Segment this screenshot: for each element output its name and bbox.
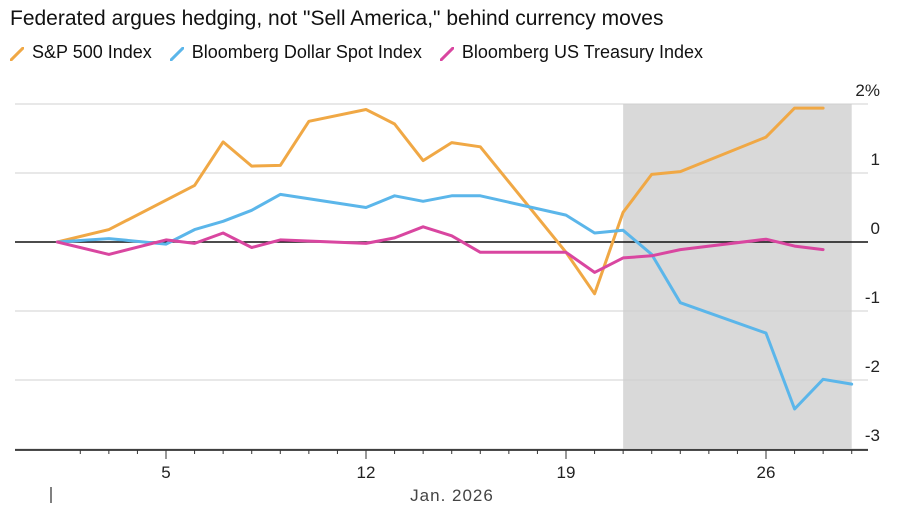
x-tick-label: 26 bbox=[757, 463, 776, 482]
y-tick-label: 1 bbox=[871, 150, 880, 169]
y-tick-label: 0 bbox=[871, 219, 880, 238]
y-tick-label: -2 bbox=[865, 357, 880, 376]
legend-label-us-treasury: Bloomberg US Treasury Index bbox=[461, 41, 704, 62]
y-tick-label: -1 bbox=[865, 288, 880, 307]
legend-swatch-sp500-icon bbox=[9, 45, 25, 62]
y-tick-label: -3 bbox=[865, 426, 880, 445]
x-tick-label: 12 bbox=[357, 463, 376, 482]
x-tick-label: 5 bbox=[161, 463, 170, 482]
series-line-2 bbox=[55, 225, 825, 274]
legend-label-sp500: S&P 500 Index bbox=[32, 41, 152, 62]
x-tick-label: 19 bbox=[557, 463, 576, 482]
chart-legend: S&P 500 Index Bloomberg Dollar Spot Inde… bbox=[9, 38, 721, 66]
x-month-label: Jan. 2026 bbox=[410, 486, 494, 505]
series-line-1 bbox=[55, 192, 854, 411]
chart-title: Federated argues hedging, not "Sell Amer… bbox=[10, 7, 664, 30]
legend-item-sp500: S&P 500 Index bbox=[9, 41, 152, 63]
legend-label-dollar-spot: Bloomberg Dollar Spot Index bbox=[191, 41, 422, 62]
legend-swatch-dollar-spot-icon bbox=[169, 45, 185, 62]
shaded-region bbox=[623, 104, 852, 449]
legend-item-us-treasury: Bloomberg US Treasury Index bbox=[439, 41, 704, 63]
y-tick-label: 2% bbox=[855, 81, 880, 100]
series-line-0 bbox=[55, 106, 825, 296]
legend-swatch-us-treasury-icon bbox=[439, 45, 455, 62]
legend-item-dollar-spot: Bloomberg Dollar Spot Index bbox=[169, 41, 422, 63]
